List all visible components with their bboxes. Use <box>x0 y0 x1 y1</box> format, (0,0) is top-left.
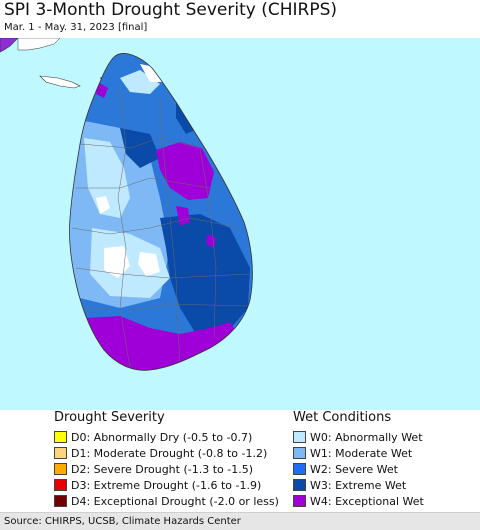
legend-label: W3: Extreme Wet <box>310 478 407 492</box>
legend-item-d4: D4: Exceptional Drought (-2.0 or less) <box>54 493 279 509</box>
legend-item-d1: D1: Moderate Drought (-0.8 to -1.2) <box>54 445 279 461</box>
mannar-islands <box>39 75 81 89</box>
map-panel <box>0 38 480 410</box>
legend-label: W1: Moderate Wet <box>310 446 413 460</box>
legend-swatch <box>54 495 67 507</box>
legend-label: D0: Abnormally Dry (-0.5 to -0.7) <box>71 430 253 444</box>
legend-swatch <box>293 495 306 507</box>
source-text: Source: CHIRPS, UCSB, Climate Hazards Ce… <box>4 516 241 527</box>
map-title: SPI 3-Month Drought Severity (CHIRPS) <box>4 0 338 20</box>
extreme-wet-region <box>160 214 250 334</box>
legend-swatch <box>293 431 306 443</box>
wet-legend: Wet Conditions W0: Abnormally Wet W1: Mo… <box>293 410 424 509</box>
source-footer: Source: CHIRPS, UCSB, Climate Hazards Ce… <box>0 512 480 530</box>
legend-swatch <box>54 479 67 491</box>
legend-item-w3: W3: Extreme Wet <box>293 477 424 493</box>
india-coast <box>0 38 19 53</box>
legend-item-d2: D2: Severe Drought (-1.3 to -1.5) <box>54 461 279 477</box>
legend-swatch <box>54 431 67 443</box>
legend-label: D2: Severe Drought (-1.3 to -1.5) <box>71 462 254 476</box>
legend-label: W0: Abnormally Wet <box>310 430 423 444</box>
legend-swatch <box>293 479 306 491</box>
legend-label: D4: Exceptional Drought (-2.0 or less) <box>71 494 279 508</box>
legend-label: D3: Extreme Drought (-1.6 to -1.9) <box>71 478 262 492</box>
legend-item-d0: D0: Abnormally Dry (-0.5 to -0.7) <box>54 429 279 445</box>
legend-item-d3: D3: Extreme Drought (-1.6 to -1.9) <box>54 477 279 493</box>
island-outline <box>69 53 253 371</box>
sri-lanka-map <box>0 38 253 371</box>
legend-label: W2: Severe Wet <box>310 462 398 476</box>
legend-item-w4: W4: Exceptional Wet <box>293 493 424 509</box>
abnormally-wet-region <box>84 138 130 218</box>
legend-item-w2: W2: Severe Wet <box>293 461 424 477</box>
exceptional-wet-east <box>156 142 214 200</box>
legend-label: D1: Moderate Drought (-0.8 to -1.2) <box>71 446 268 460</box>
legend-swatch <box>54 463 67 475</box>
legend-swatch <box>293 447 306 459</box>
india-coast-edge <box>17 38 61 51</box>
drought-legend-heading: Drought Severity <box>54 410 165 425</box>
district-boundaries <box>71 87 251 369</box>
legend: Drought Severity D0: Abnormally Dry (-0.… <box>0 410 480 512</box>
normal-region <box>104 246 130 278</box>
drought-legend: Drought Severity D0: Abnormally Dry (-0.… <box>54 410 279 509</box>
legend-swatch <box>293 463 306 475</box>
legend-item-w0: W0: Abnormally Wet <box>293 429 424 445</box>
legend-swatch <box>54 447 67 459</box>
legend-item-w1: W1: Moderate Wet <box>293 445 424 461</box>
wet-legend-heading: Wet Conditions <box>293 410 392 425</box>
legend-label: W4: Exceptional Wet <box>310 494 424 508</box>
date-range: Mar. 1 - May. 31, 2023 [final] <box>4 22 148 33</box>
